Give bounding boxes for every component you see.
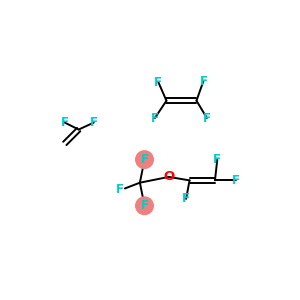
Text: O: O xyxy=(163,170,174,183)
Text: F: F xyxy=(151,112,159,124)
Text: F: F xyxy=(213,153,221,166)
Text: F: F xyxy=(200,74,207,88)
Text: F: F xyxy=(232,174,240,187)
Text: F: F xyxy=(140,199,148,212)
Text: F: F xyxy=(182,192,190,206)
Circle shape xyxy=(136,151,153,168)
Text: F: F xyxy=(116,183,124,196)
Text: F: F xyxy=(140,153,148,166)
Text: F: F xyxy=(61,116,69,129)
Text: F: F xyxy=(90,116,98,129)
Text: F: F xyxy=(154,76,162,89)
Text: F: F xyxy=(203,112,211,124)
Circle shape xyxy=(136,197,153,214)
